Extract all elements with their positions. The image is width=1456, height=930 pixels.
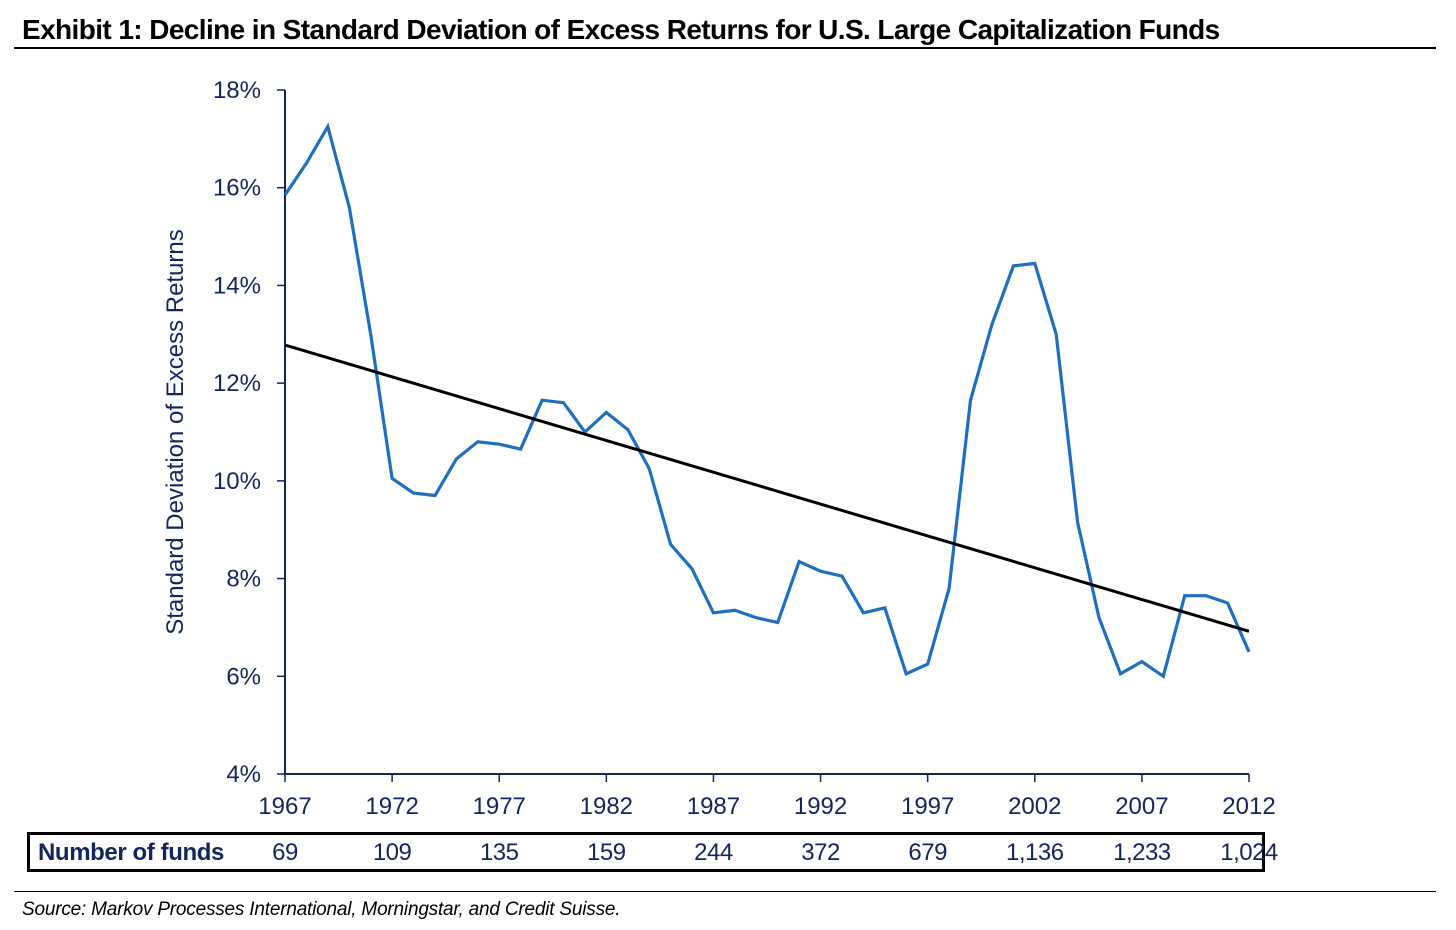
funds-value-1967: 69 (272, 839, 298, 866)
funds-value-1992: 372 (801, 839, 840, 866)
x-tick-label: 2002 (1008, 793, 1061, 820)
x-tick-label: 1967 (258, 793, 311, 820)
funds-value-2007: 1,233 (1113, 839, 1171, 866)
y-tick-label: 8% (226, 566, 261, 593)
y-tick-label: 10% (213, 468, 261, 495)
x-tick-label: 1977 (473, 793, 526, 820)
x-tick-label: 1997 (901, 793, 954, 820)
x-tick-label: 1982 (580, 793, 633, 820)
funds-value-1982: 159 (587, 839, 626, 866)
y-axis-label: Standard Deviation of Excess Returns (162, 229, 189, 635)
funds-value-1977: 135 (479, 839, 519, 866)
y-axis-ticks: 4% 6% 8% 10% 12% 14% 16% 18% (213, 77, 285, 788)
trend-line (284, 343, 1250, 633)
y-tick-label: 12% (213, 370, 261, 397)
funds-table (27, 832, 1265, 872)
y-tick-label: 6% (226, 663, 261, 690)
source-divider (14, 891, 1436, 892)
x-tick-label: 1992 (794, 793, 847, 820)
chart-title: Exhibit 1: Decline in Standard Deviation… (22, 14, 1220, 45)
axes (284, 90, 1249, 775)
funds-value-1987: 244 (694, 839, 733, 866)
y-tick-label: 18% (213, 77, 261, 104)
x-tick-label: 1987 (687, 793, 740, 820)
y-tick-label: 16% (213, 175, 261, 202)
funds-value-1997: 679 (908, 839, 947, 866)
series-group (283, 122, 1251, 679)
funds-value-2002: 1,136 (1005, 839, 1064, 866)
funds-value-1972: 109 (372, 839, 412, 866)
x-tick-label: 2012 (1222, 793, 1275, 820)
x-tick-label: 2007 (1115, 793, 1168, 820)
title-divider (14, 47, 1436, 49)
series-line-std-dev (283, 122, 1251, 679)
source-note: Source: Markov Processes International, … (22, 899, 621, 920)
funds-value-2012: 1,024 (1220, 839, 1278, 866)
line-chart: 4%6%8%10%12%14%16%18% 1967 1972 1977 1982 19… (162, 77, 1276, 820)
y-tick-label: 14% (213, 272, 261, 299)
x-tick-label: 1972 (365, 793, 418, 820)
x-axis-ticks: 1967 1972 1977 1982 1987 1992 1997 2002 2007 2012 (258, 774, 1276, 820)
funds-table-label: Number of funds (38, 839, 224, 866)
y-tick-label: 4% (226, 761, 261, 788)
